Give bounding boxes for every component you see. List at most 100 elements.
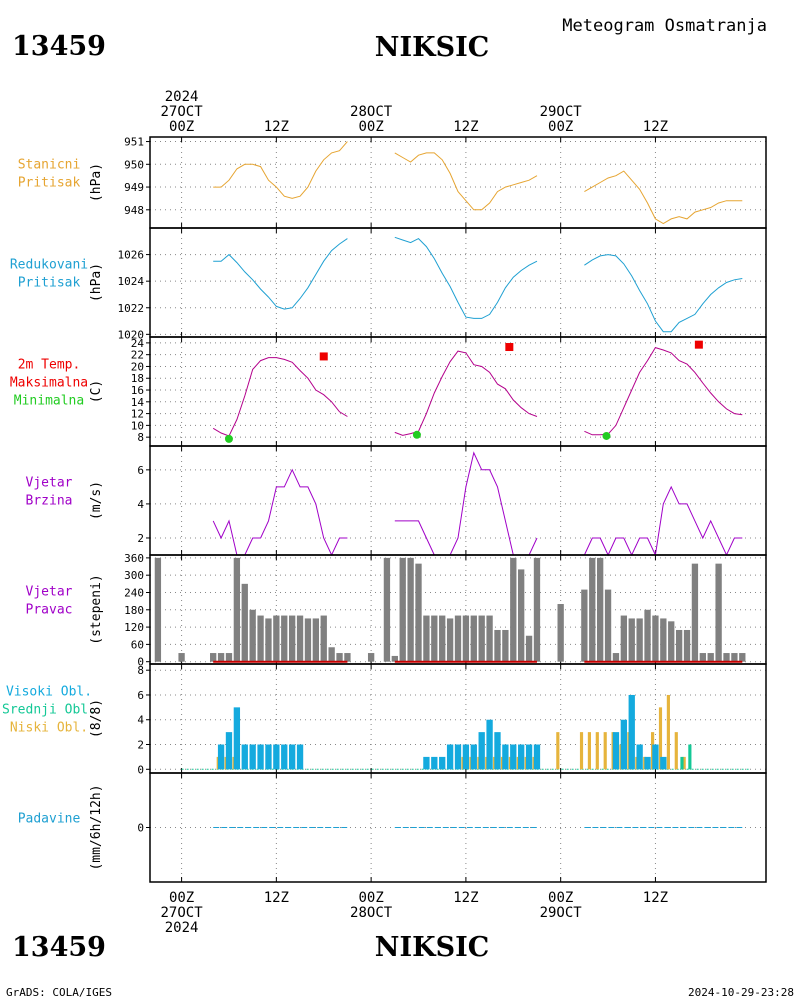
- ytick-label: 949: [124, 181, 144, 194]
- direction-bar: [328, 647, 335, 662]
- timestamp: 2024-10-29-23:28: [688, 986, 794, 999]
- direction-bar: [660, 618, 667, 662]
- unit-label: (C): [89, 380, 104, 403]
- direction-bar: [510, 557, 517, 662]
- series-line: [584, 254, 743, 333]
- station-pressure-panel: 948 949 950 951 Stanicni Pritisak (hPa): [18, 136, 767, 229]
- cloud-bar: [249, 744, 256, 770]
- direction-bar: [233, 557, 241, 662]
- subtitle: Meteogram Osmatranja: [562, 16, 767, 36]
- ytick-label: 10: [131, 419, 144, 432]
- cloud-bar: [579, 732, 584, 770]
- time-tick-label: 12Z: [264, 119, 289, 135]
- direction-bar: [699, 653, 706, 662]
- direction-bar: [431, 615, 438, 662]
- ytick-label: 0: [137, 763, 144, 776]
- direction-bar: [281, 615, 288, 662]
- panel-label: Pravac: [26, 603, 73, 618]
- cloud-cover-panel: 0 2 4 6 8 Visoki Obl. Srednji Obl. Niski Obl. (8…: [2, 663, 767, 776]
- cloud-bar: [612, 732, 620, 770]
- series-line: [584, 347, 743, 436]
- ytick-label: 8: [137, 431, 144, 444]
- ytick-label: 12: [131, 408, 144, 421]
- ytick-label: 2: [137, 532, 144, 545]
- cloud-bar: [674, 732, 678, 770]
- direction-bar: [344, 653, 351, 662]
- unit-label: (hPa): [89, 163, 104, 202]
- direction-bar: [628, 618, 635, 662]
- cloud-bar: [462, 744, 470, 770]
- panel-frame: [149, 227, 767, 338]
- ytick-label: 4: [137, 498, 144, 511]
- ytick-label: 240: [124, 586, 144, 599]
- cloud-bar: [225, 732, 233, 770]
- direction-bar: [731, 653, 738, 662]
- direction-bar: [415, 563, 422, 662]
- tmax-marker: [505, 343, 514, 352]
- direction-bar: [288, 615, 296, 662]
- ytick-label: 360: [124, 552, 144, 565]
- station-name-bottom: NIKSIC: [375, 932, 489, 963]
- series-line: [213, 238, 348, 310]
- time-tick-label: 27OCT: [161, 104, 204, 120]
- direction-bar: [320, 615, 327, 662]
- unit-label: (stepeni): [89, 574, 104, 644]
- direction-bar: [502, 629, 509, 662]
- direction-bar: [581, 589, 588, 662]
- unit-label: (hPa): [89, 263, 104, 302]
- cloud-bar: [510, 744, 517, 770]
- panel-label: Pritisak: [18, 276, 81, 291]
- ytick-label: 0: [137, 822, 144, 835]
- direction-bar: [739, 653, 746, 662]
- cloud-bar: [281, 744, 288, 770]
- cloud-bar: [454, 744, 462, 770]
- cloud-bar: [680, 756, 684, 770]
- series-line: [394, 152, 538, 211]
- cloud-bar: [273, 744, 280, 770]
- ytick-label: 948: [124, 204, 144, 217]
- time-tick-label: 29OCT: [540, 104, 583, 120]
- cloud-bar: [556, 732, 560, 770]
- direction-bar: [644, 609, 651, 662]
- panel-label: Maksimalna: [10, 376, 88, 391]
- panel-label: Pritisak: [18, 176, 81, 191]
- direction-bar: [249, 609, 256, 662]
- tmin-marker: [224, 434, 233, 443]
- series-line: [212, 357, 348, 437]
- cloud-bar: [533, 744, 541, 770]
- direction-bar: [652, 615, 659, 662]
- ytick-label: 6: [137, 464, 144, 477]
- tmin-marker: [602, 431, 611, 440]
- panel-label: Stanicni: [18, 158, 81, 173]
- cloud-bar: [446, 744, 454, 770]
- ytick-label: 6: [137, 689, 144, 702]
- cloud-bar: [257, 744, 264, 770]
- ytick-label: 24: [131, 337, 145, 350]
- direction-bar: [367, 653, 375, 662]
- panel-label: Visoki Obl.: [6, 685, 92, 700]
- direction-bar: [596, 557, 604, 662]
- time-tick-label: 12Z: [643, 890, 668, 906]
- panel-label: Minimalna: [14, 394, 84, 409]
- ytick-label: 20: [131, 360, 144, 373]
- direction-bar: [486, 615, 493, 662]
- ytick-label: 180: [124, 604, 144, 617]
- direction-bar: [383, 557, 391, 662]
- cloud-bar: [660, 756, 667, 770]
- cloud-bar: [431, 756, 438, 770]
- direction-bar: [225, 653, 233, 662]
- time-tick-label: 00Z: [358, 119, 383, 135]
- direction-bar: [470, 615, 477, 662]
- cloud-bar: [423, 756, 430, 770]
- cloud-bar: [288, 744, 296, 770]
- panel-label: Vjetar: [26, 585, 73, 600]
- direction-bar: [707, 653, 714, 662]
- station-name-top: NIKSIC: [375, 32, 489, 63]
- ytick-label: 60: [131, 638, 144, 651]
- panel-label: Niski Obl.: [10, 721, 88, 736]
- reduced-pressure-panel: 1020 1022 1024 1026 Redukovani Pritisak (hPa): [10, 227, 767, 341]
- ytick-label: 16: [131, 384, 144, 397]
- cloud-bar: [620, 719, 628, 770]
